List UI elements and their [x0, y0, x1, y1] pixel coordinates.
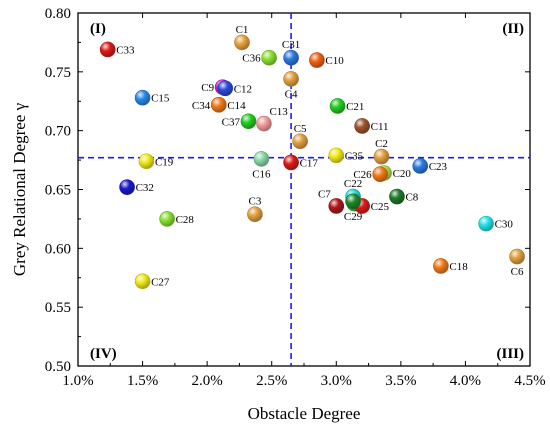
data-point-c2: [373, 148, 390, 165]
point-label-c16: C16: [252, 168, 271, 180]
data-point-c29: [345, 193, 361, 210]
point-label-c29: C29: [344, 211, 363, 223]
point-label-c31: C31: [282, 39, 300, 51]
x-tick-label: 1.0%: [62, 373, 93, 389]
point-label-c33: C33: [116, 44, 135, 56]
data-point-c12: [217, 80, 234, 97]
point-label-c7: C7: [318, 188, 331, 200]
x-tick-label: 3.5%: [385, 373, 416, 389]
point-label-c11: C11: [371, 121, 389, 133]
point-label-c19: C19: [155, 156, 174, 168]
quadrant-label: (II): [502, 21, 524, 37]
data-point-c37: [240, 113, 257, 130]
data-point-c3: [247, 206, 263, 223]
quadrant-label: (I): [90, 21, 106, 37]
point-label-c15: C15: [151, 93, 170, 105]
point-label-c5: C5: [294, 123, 307, 135]
point-label-c37: C37: [222, 116, 241, 128]
data-point-c6: [509, 248, 525, 265]
data-point-c31: [283, 49, 299, 66]
point-label-c20: C20: [393, 168, 412, 180]
y-tick-label: 0.65: [45, 183, 71, 199]
point-label-c10: C10: [325, 55, 344, 67]
point-label-c6: C6: [511, 266, 524, 278]
y-axis-title: Grey Relational Degree γ: [10, 102, 29, 276]
data-point-c16: [253, 151, 270, 167]
y-tick-label: 0.55: [45, 300, 71, 316]
x-tick-label: 1.5%: [127, 373, 158, 389]
data-point-c4: [283, 71, 299, 87]
data-point-c35: [328, 147, 345, 164]
data-point-c8: [389, 188, 405, 205]
data-point-c1: [234, 34, 250, 51]
point-label-c26: C26: [353, 169, 372, 181]
point-label-c35: C35: [345, 150, 364, 162]
point-label-c23: C23: [429, 161, 448, 173]
point-label-c25: C25: [371, 201, 390, 213]
point-label-c28: C28: [176, 214, 195, 226]
point-label-c4: C4: [285, 88, 298, 100]
point-label-c36: C36: [242, 53, 261, 65]
point-label-c27: C27: [151, 276, 170, 288]
point-label-c18: C18: [449, 261, 468, 273]
point-label-c2: C2: [375, 138, 388, 150]
x-tick-label: 4.0%: [450, 373, 481, 389]
y-tick-label: 0.50: [45, 359, 71, 375]
point-label-c8: C8: [405, 192, 418, 204]
point-label-c22: C22: [344, 178, 362, 190]
y-tick-label: 0.70: [45, 124, 71, 140]
data-point-c27: [134, 273, 151, 290]
data-point-c33: [99, 41, 116, 58]
y-tick-label: 0.80: [45, 6, 71, 22]
point-label-c13: C13: [269, 106, 288, 118]
point-label-c21: C21: [346, 101, 364, 113]
text-group: 1.0% 1.5% 2.0% 2.5% 3.0% 3.5% 4.0% 4.5% 0.50 0.55…: [10, 6, 546, 423]
x-tick-label: 4.5%: [514, 373, 545, 389]
data-point-c5: [292, 133, 308, 150]
point-label-c34: C34: [192, 100, 211, 112]
data-point-c11: [354, 118, 370, 134]
data-point-c10: [309, 52, 325, 68]
point-label-c32: C32: [136, 182, 154, 194]
point-label-c12: C12: [234, 83, 252, 95]
y-tick-label: 0.60: [45, 241, 71, 257]
quadrant-label: (III): [496, 346, 524, 362]
x-tick-label: 2.5%: [256, 373, 287, 389]
data-points-group: [99, 34, 525, 290]
data-point-c26: [372, 166, 388, 183]
plot-frame-group: [77, 12, 531, 367]
point-label-c14: C14: [227, 100, 246, 112]
data-point-c30: [478, 215, 494, 232]
data-point-c21: [329, 98, 346, 114]
data-point-c23: [412, 158, 429, 174]
point-label-c9: C9: [201, 82, 214, 94]
y-tick-label: 0.75: [45, 65, 71, 81]
x-tick-label: 3.0%: [321, 373, 352, 389]
data-point-c17: [283, 154, 299, 171]
data-point-c34: [210, 96, 227, 113]
data-point-c7: [328, 198, 345, 214]
quadrant-label: (IV): [90, 346, 117, 362]
point-label-c1: C1: [236, 24, 249, 36]
x-tick-label: 2.0%: [192, 373, 223, 389]
point-label-c17: C17: [300, 157, 319, 169]
data-point-c18: [433, 258, 449, 274]
data-point-c36: [261, 49, 277, 66]
data-point-c19: [138, 153, 155, 170]
data-point-c15: [134, 89, 151, 106]
data-point-c28: [159, 211, 175, 227]
point-label-c3: C3: [249, 196, 262, 208]
point-label-c30: C30: [495, 219, 514, 231]
x-axis-title: Obstacle Degree: [248, 404, 361, 423]
data-point-c13: [256, 115, 272, 132]
data-point-c32: [119, 179, 135, 195]
